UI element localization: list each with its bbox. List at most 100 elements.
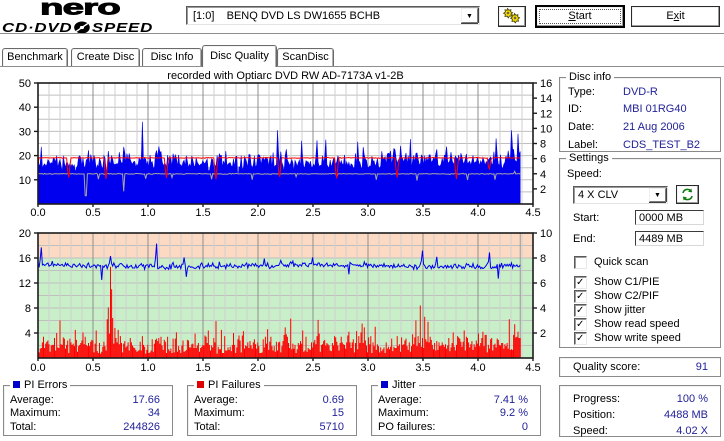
- x-tick-label: 1.0: [140, 207, 155, 219]
- checkbox-box: [574, 256, 587, 269]
- y-left-tick-label: 20: [19, 228, 31, 240]
- quality-score-label: Quality score:: [573, 361, 641, 373]
- settings-groupbox: Settings Speed: 4 X CLV ▼ Start: End: Qu…: [559, 152, 721, 348]
- eject-button[interactable]: [498, 6, 526, 27]
- x-tick-label: 2.5: [305, 207, 320, 219]
- tab-disc-info[interactable]: Disc Info: [142, 48, 202, 67]
- plot-border: [37, 232, 534, 359]
- y-left-tick-label: 12: [19, 278, 31, 290]
- x-tick-label: 1.5: [195, 207, 210, 219]
- checkbox-box: ✓: [574, 304, 587, 317]
- y-left-tick-label: 20: [19, 151, 31, 163]
- drive-selector-dropdown-button[interactable]: ▼: [461, 8, 478, 23]
- quality-score-box: Quality score: 91: [559, 357, 721, 377]
- eject-disc-icon: [502, 7, 521, 24]
- start-button[interactable]: Start: [535, 5, 625, 28]
- cd-dvd-speed-logo: CD·DVD SPEED: [2, 20, 153, 37]
- y-right-tick-label: 2: [540, 184, 546, 196]
- y-left-tick-label: 30: [19, 126, 31, 138]
- y-left-tick-label: 10: [19, 175, 31, 187]
- stat-row: PO failures: 0: [378, 421, 528, 433]
- chevron-down-icon: ▼: [466, 13, 473, 20]
- y-right-tick-label: 4: [540, 169, 546, 181]
- speed-select-value: 4 X CLV: [578, 189, 619, 201]
- progress-box: Progress: 100 % Position: 4488 MB Speed: 4.…: [559, 385, 721, 437]
- x-tick-label: 4.0: [470, 362, 485, 374]
- jitter-legend: Jitter: [378, 379, 419, 391]
- tab-disc-quality[interactable]: Disc Quality: [202, 45, 277, 67]
- y-left-tick-label: 8: [25, 303, 31, 315]
- checkbox-box: ✓: [574, 276, 587, 289]
- stat-row: Maximum: 9.2 %: [378, 407, 528, 419]
- y-right-tick-label: 2: [540, 328, 546, 340]
- tab-create-disc[interactable]: Create Disc: [71, 48, 140, 67]
- y-left-tick-label: 50: [19, 78, 31, 90]
- checkbox-box: ✓: [574, 332, 587, 345]
- tab-scandisc[interactable]: ScanDisc: [277, 48, 334, 67]
- stat-row: Maximum: 34: [10, 407, 160, 419]
- speed-select[interactable]: 4 X CLV ▼: [573, 186, 668, 204]
- toolbar: nero CD·DVD SPEED [1:0] BENQ DVD LS DW165…: [0, 0, 724, 35]
- y-right-tick-label: 10: [540, 228, 552, 240]
- stat-row: Maximum: 15: [194, 407, 344, 419]
- toolbar-separator: [0, 33, 724, 35]
- checkbox-box: ✓: [574, 290, 587, 303]
- x-tick-label: 3.0: [360, 207, 375, 219]
- jitter-line: [37, 243, 521, 280]
- x-tick-label: 0.5: [85, 207, 100, 219]
- write_speed-line: [37, 156, 521, 180]
- x-tick-label: 4.5: [525, 362, 540, 374]
- y-right-tick-label: 6: [540, 154, 546, 166]
- y-left-tick-label: 16: [19, 253, 31, 265]
- drive-selector[interactable]: [1:0] BENQ DVD LS DW1655 BCHB ▼: [186, 6, 480, 25]
- y-right-tick-label: 6: [540, 278, 546, 290]
- pi-errors-legend: PI Errors: [10, 379, 71, 391]
- y-right-tick-label: 16: [540, 78, 552, 90]
- x-tick-label: 3.5: [415, 207, 430, 219]
- checkbox-box: ✓: [574, 318, 587, 331]
- start-position-label: Start:: [573, 212, 600, 224]
- x-tick-label: 2.0: [250, 362, 265, 374]
- x-tick-label: 0.5: [85, 362, 100, 374]
- x-tick-label: 4.5: [525, 207, 540, 219]
- y-right-tick-label: 10: [540, 123, 552, 135]
- jitter-stats-box: Jitter Average: 7.41 % Maximum: 9.2 % PO f…: [371, 379, 541, 436]
- logo-cddvd-text: CD·DVD: [2, 20, 73, 35]
- stat-row: Average: 17.66: [10, 394, 160, 406]
- y-right-tick-label: 14: [540, 93, 552, 105]
- end-position-label: End:: [573, 233, 596, 245]
- x-tick-label: 0.0: [30, 362, 45, 374]
- stat-row: Total: 244826: [10, 421, 160, 433]
- y-right-tick-label: 4: [540, 303, 546, 315]
- x-tick-label: 1.5: [195, 362, 210, 374]
- refresh-speeds-button[interactable]: [676, 185, 699, 204]
- speed-label: Speed:: [567, 168, 602, 180]
- y-left-tick-label: 4: [25, 328, 31, 340]
- pi_errors-area: [37, 121, 521, 205]
- x-tick-label: 3.0: [360, 362, 375, 374]
- disc-info-groupbox: Disc info Type: DVD-R ID: MBI 01RG40 Date:…: [559, 71, 721, 152]
- x-tick-label: 0.0: [30, 207, 45, 219]
- x-tick-label: 2.0: [250, 207, 265, 219]
- x-tick-label: 1.0: [140, 362, 155, 374]
- exit-button[interactable]: Exit: [631, 6, 720, 27]
- speed-select-dropdown-button[interactable]: ▼: [649, 188, 666, 202]
- y-right-tick-label: 8: [540, 139, 546, 151]
- end-position-field[interactable]: [635, 231, 704, 246]
- jitter-swatch: [381, 381, 388, 388]
- start-position-field[interactable]: [635, 210, 704, 225]
- disc-icon: [74, 21, 91, 37]
- pi-errors-swatch: [13, 381, 20, 388]
- quality-score-value: 91: [695, 361, 708, 373]
- tab-benchmark[interactable]: Benchmark: [2, 48, 68, 67]
- chart-title: recorded with Optiarc DVD RW AD-7173A v1…: [167, 70, 403, 82]
- nero-logo: nero: [39, 0, 121, 20]
- pi-failures-legend: PI Failures: [194, 379, 264, 391]
- y-right-tick-label: 8: [540, 253, 546, 265]
- y-right-tick-label: 12: [540, 108, 552, 120]
- focus-rectangle: [539, 9, 621, 24]
- stat-row: Average: 0.69: [194, 394, 344, 406]
- pi-errors-stats-box: PI Errors Average: 17.66 Maximum: 34 Total…: [3, 379, 173, 436]
- stat-row: Average: 7.41 %: [378, 394, 528, 406]
